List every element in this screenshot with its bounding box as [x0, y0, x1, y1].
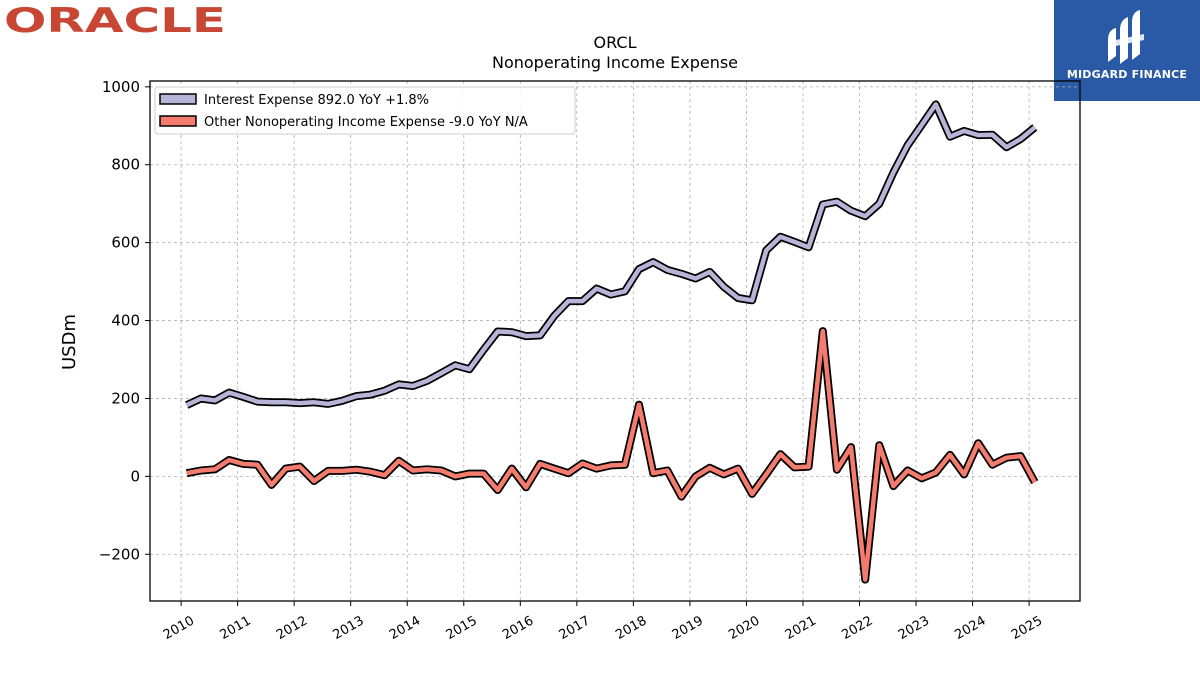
x-tick-label: 2022	[839, 613, 875, 643]
oracle-logo: ORACLE	[4, 2, 226, 36]
series-lines	[185, 100, 1039, 584]
y-tick-label: 600	[111, 234, 140, 252]
series-outline-other-nonoperating	[185, 327, 1039, 584]
legend-label-other-nonoperating: Other Nonoperating Income Expense -9.0 Y…	[204, 115, 528, 130]
x-tick-label: 2013	[331, 613, 367, 643]
x-tick-label: 2014	[387, 613, 423, 643]
x-tick-label: 2011	[217, 613, 253, 643]
y-tick-label: 800	[111, 156, 140, 174]
legend-box	[154, 86, 576, 135]
y-axis-ticks: −200 0 200 400 600 800 1000	[99, 78, 150, 563]
x-tick-label: 2021	[783, 613, 819, 643]
legend: Interest Expense 892.0 YoY +1.8% Other N…	[154, 86, 576, 135]
x-tick-label: 2016	[500, 613, 536, 643]
y-tick-label: −200	[99, 545, 140, 563]
legend-swatch-interest-expense	[159, 93, 197, 105]
grid	[150, 81, 1080, 601]
x-tick-label: 2025	[1009, 613, 1045, 643]
y-tick-label: 400	[111, 312, 140, 330]
x-tick-label: 2020	[726, 613, 762, 643]
midgard-finance-logo: MIDGARD FINANCE	[1054, 0, 1200, 101]
x-tick-label: 2015	[444, 613, 480, 643]
oracle-logo-text: ORACLE	[4, 2, 226, 36]
midgard-emblem-icon	[1108, 10, 1144, 64]
x-tick-label: 2018	[613, 613, 649, 643]
y-tick-label: 0	[130, 467, 140, 485]
series-line-interest-expense	[185, 102, 1037, 408]
x-axis-ticks: 2010 2011 2012 2013 2014 2015 2016 2017 2018 2019…	[161, 601, 1045, 643]
y-tick-label: 200	[111, 389, 140, 407]
y-axis-label: USDm	[59, 314, 80, 370]
x-tick-label: 2024	[952, 613, 988, 643]
midgard-finance-label: MIDGARD FINANCE	[1066, 68, 1188, 81]
x-tick-label: 2017	[557, 613, 593, 643]
plot-frame	[149, 80, 1081, 602]
chart-subtitle: Nonoperating Income Expense	[492, 53, 738, 72]
series-line-other-nonoperating	[186, 328, 1037, 582]
x-tick-label: 2010	[161, 613, 197, 643]
x-tick-label: 2023	[896, 613, 932, 643]
y-tick-label: 1000	[102, 78, 140, 96]
x-tick-label: 2012	[274, 613, 310, 643]
legend-label-interest-expense: Interest Expense 892.0 YoY +1.8%	[204, 93, 429, 108]
chart-title: ORCL	[594, 33, 637, 52]
legend-swatch-other-nonoperating	[159, 115, 197, 127]
x-tick-label: 2019	[670, 613, 706, 643]
